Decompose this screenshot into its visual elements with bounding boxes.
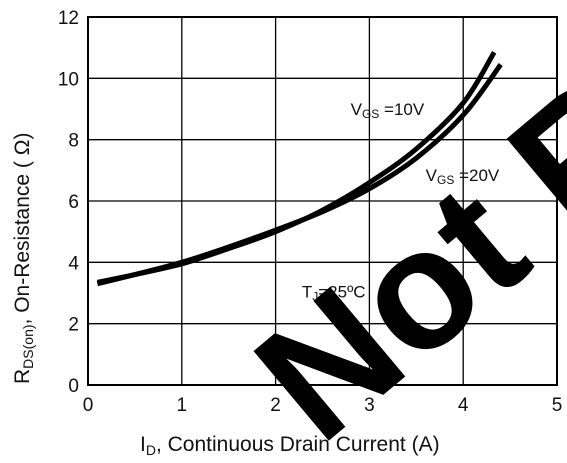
- y-tick-label: 0: [68, 376, 79, 397]
- x-tick-label: 5: [552, 395, 563, 416]
- plot-frame: [87, 16, 558, 386]
- y-tick-label: 8: [68, 131, 79, 152]
- x-tick-label: 3: [364, 395, 375, 416]
- y-tick-labels: 0 2 4 6 8 10 12: [58, 8, 80, 397]
- y-axis-title: RDS(on), On-Resistance ( Ω): [11, 133, 36, 384]
- y-tick-label: 12: [58, 8, 79, 29]
- x-axis-title: ID, Continuous Drain Current (A): [140, 433, 440, 458]
- annotation-3: TJ=25ºC: [302, 283, 366, 304]
- x-tick-label: 2: [270, 395, 281, 416]
- x-tick-label: 0: [83, 395, 94, 416]
- x-tick-label: 4: [458, 395, 469, 416]
- x-tick-label: 1: [177, 395, 188, 416]
- y-tick-label: 2: [68, 315, 79, 336]
- data-series: [96, 50, 503, 287]
- annotation-2: VGS =20V: [426, 166, 500, 187]
- x-tick-labels: 0 1 2 3 4 5: [83, 395, 563, 416]
- y-tick-label: 4: [68, 253, 79, 274]
- y-tick-label: 10: [58, 69, 79, 90]
- series-line-2: [96, 63, 503, 287]
- annotation-1: VGS =10V: [351, 100, 425, 121]
- annotations: VGS =10V VGS =20V TJ=25ºC: [302, 100, 500, 303]
- y-tick-label: 6: [68, 192, 79, 213]
